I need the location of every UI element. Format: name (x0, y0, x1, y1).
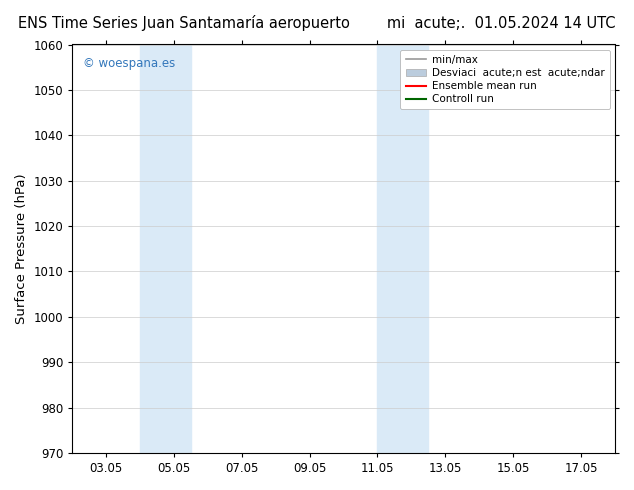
Y-axis label: Surface Pressure (hPa): Surface Pressure (hPa) (15, 173, 28, 324)
Legend: min/max, Desviaci  acute;n est  acute;ndar, Ensemble mean run, Controll run: min/max, Desviaci acute;n est acute;ndar… (401, 49, 610, 109)
Bar (140, 45, 191, 453)
Bar (377, 45, 429, 453)
Text: © woespana.es: © woespana.es (83, 57, 176, 70)
Text: ENS Time Series Juan Santamaría aeropuerto        mi  acute;.  01.05.2024 14 UTC: ENS Time Series Juan Santamaría aeropuer… (18, 15, 616, 31)
